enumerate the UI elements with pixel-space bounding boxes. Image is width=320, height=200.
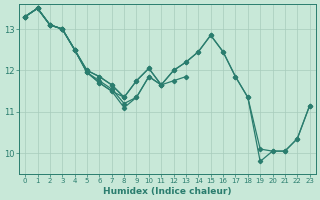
X-axis label: Humidex (Indice chaleur): Humidex (Indice chaleur) — [103, 187, 232, 196]
